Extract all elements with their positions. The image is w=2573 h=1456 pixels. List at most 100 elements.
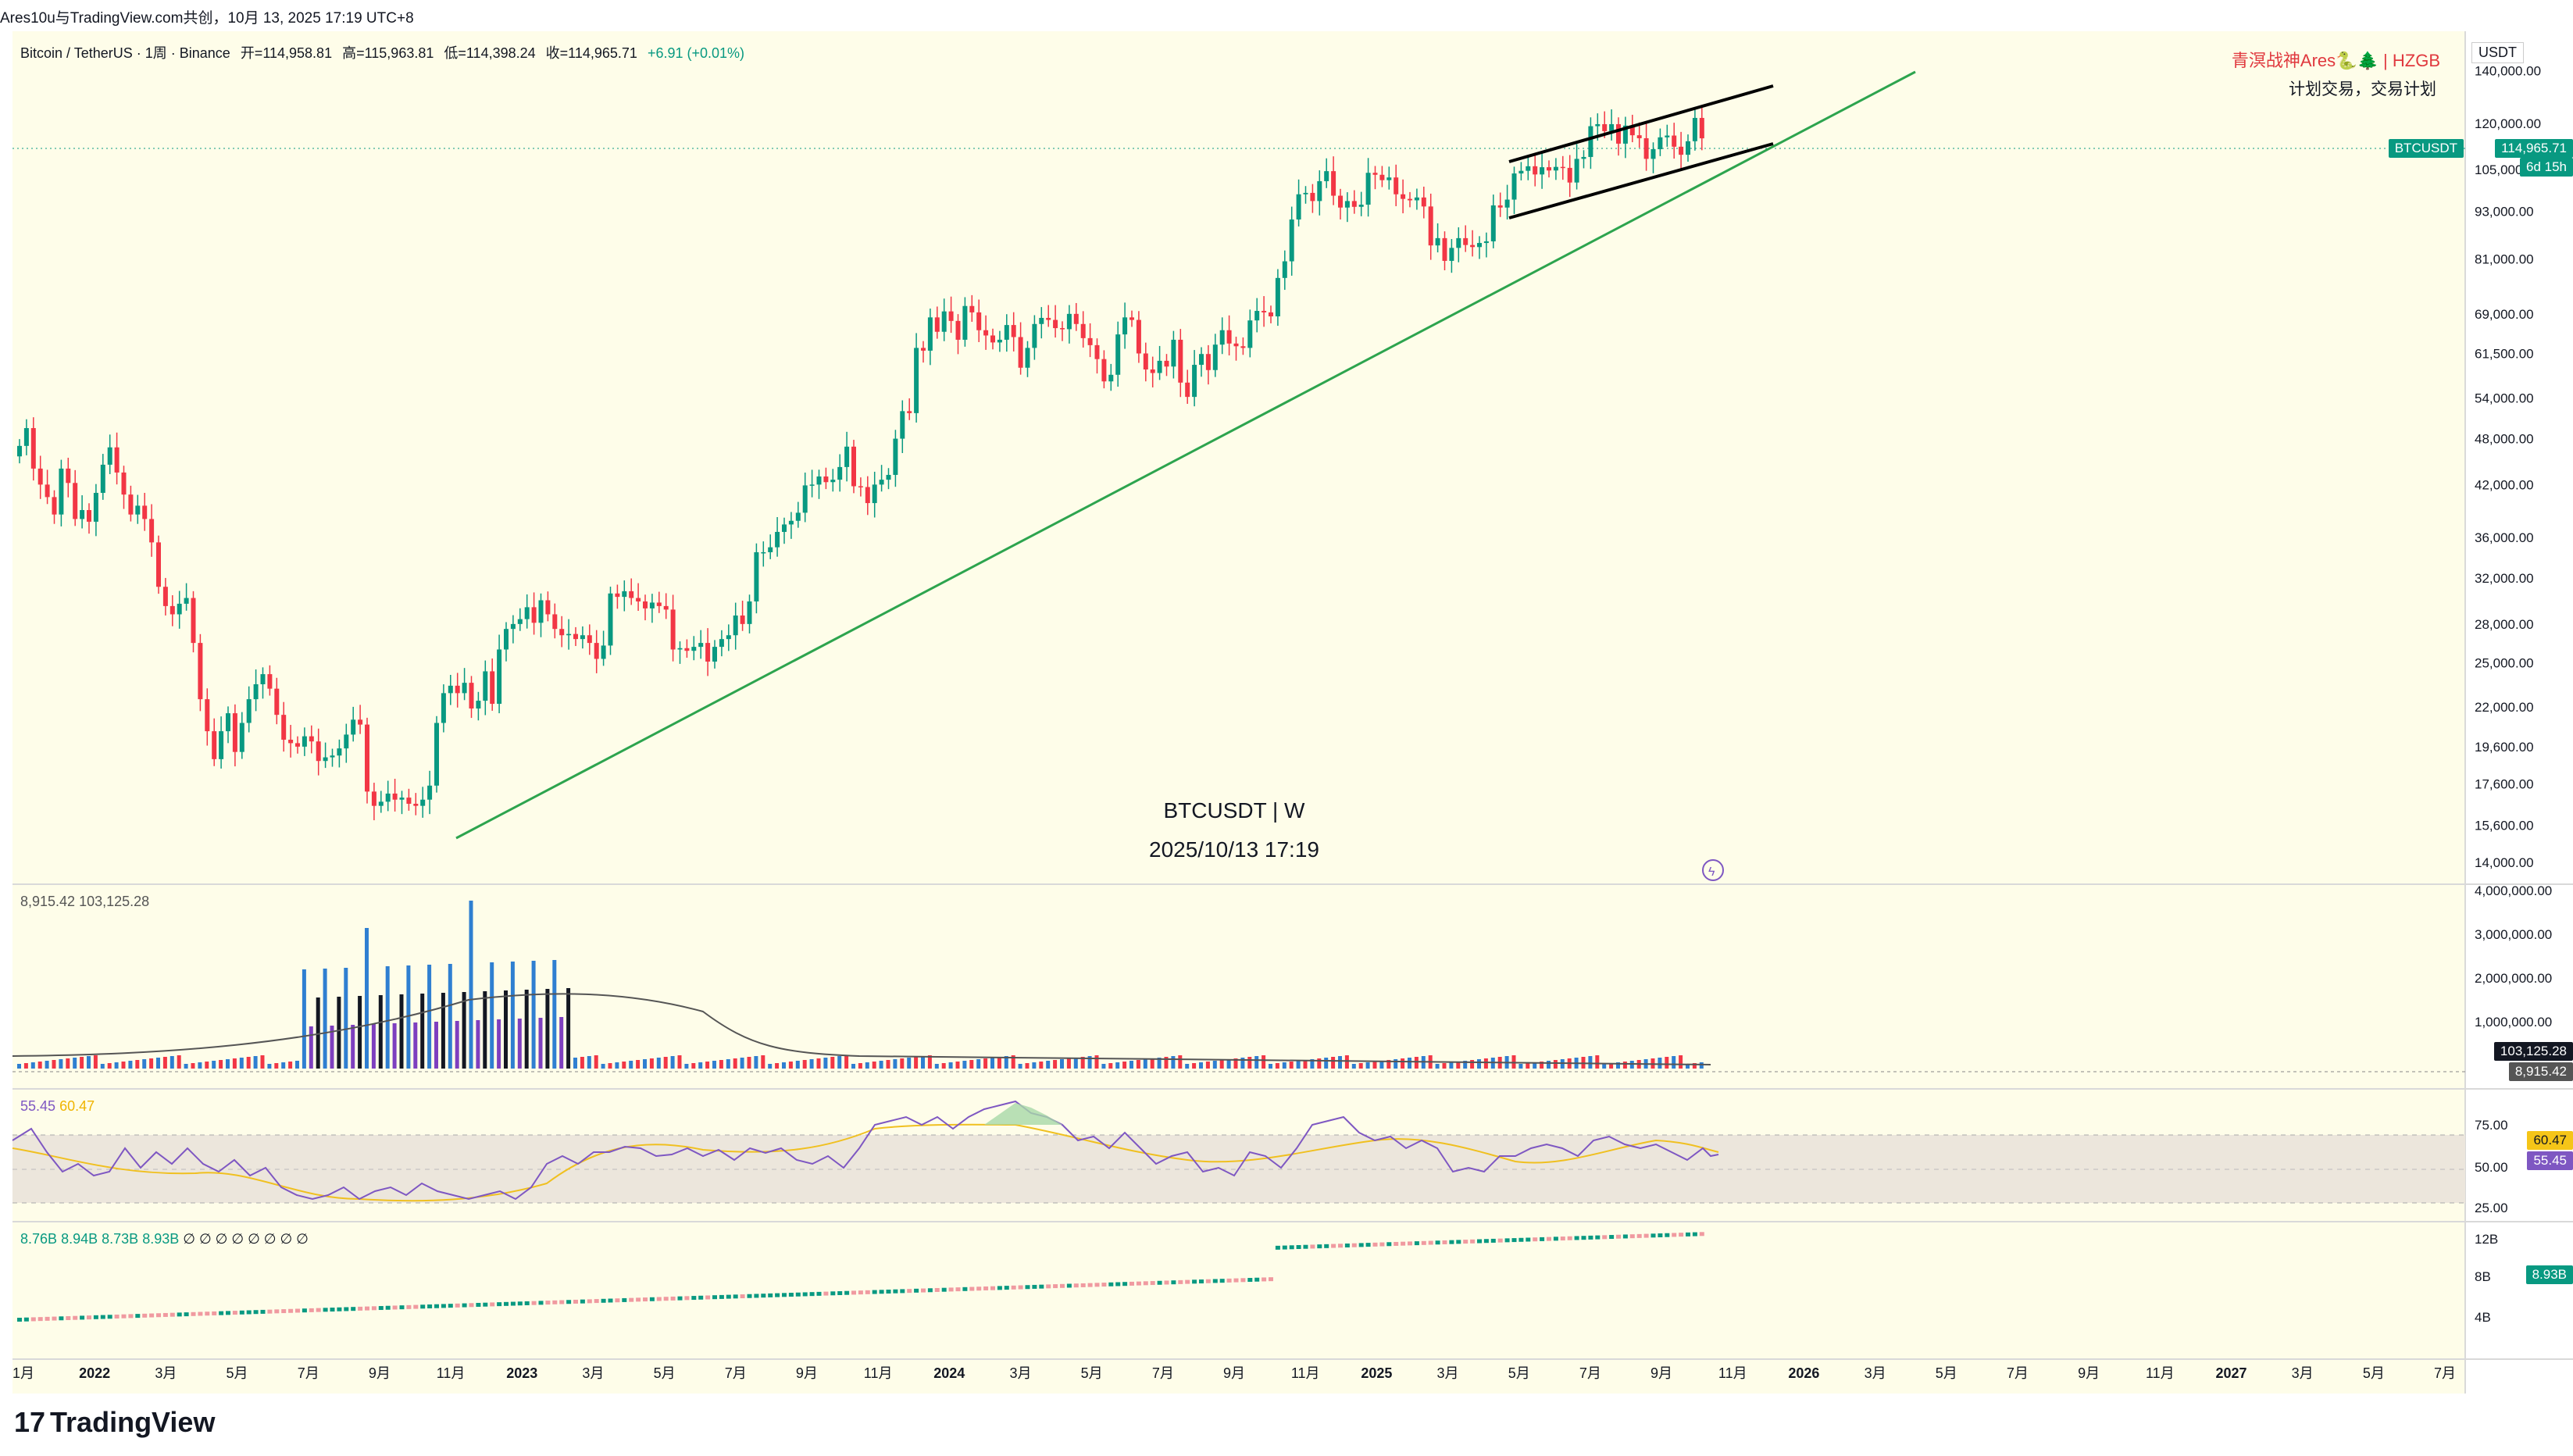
lightning-icon: ϟ — [1708, 865, 1715, 879]
ind3-bar — [1317, 1244, 1322, 1249]
candle-body — [1379, 174, 1385, 180]
candle-body — [1199, 354, 1204, 366]
currency-button[interactable]: USDT — [2471, 42, 2524, 63]
legend-symbol[interactable]: Bitcoin / TetherUS · 1周 · Binance — [20, 45, 230, 61]
candle-body — [128, 494, 134, 515]
candles-group — [17, 107, 1704, 821]
candle-body — [448, 685, 453, 694]
rsi-value: 55.45 — [20, 1098, 56, 1114]
ind3-bar — [1018, 1285, 1023, 1290]
ind3-bar — [1254, 1277, 1260, 1282]
volume-bar — [1171, 1056, 1176, 1069]
ind3-bar — [976, 1286, 982, 1291]
candle-body — [517, 619, 523, 624]
volume-bar — [448, 964, 452, 1069]
candle-body — [1679, 146, 1684, 155]
volume-bar — [1344, 1055, 1349, 1069]
ind3-bar — [1428, 1240, 1433, 1245]
tradingview-logo[interactable]: 17 TradingView — [14, 1406, 215, 1439]
ind3-bar — [531, 1301, 537, 1305]
candle-body — [1595, 123, 1601, 127]
support-trendline[interactable] — [455, 70, 1916, 840]
candle-body — [552, 614, 558, 630]
candle-body — [114, 447, 120, 473]
candle-body — [830, 480, 836, 483]
volume-bar — [698, 1062, 703, 1069]
volume-bar — [23, 1063, 28, 1069]
ind3-bar — [385, 1305, 391, 1310]
price-axis[interactable]: 140,000.00120,000.00105,000.0093,000.008… — [2475, 63, 2552, 1325]
price-tick-label: 93,000.00 — [2475, 204, 2534, 219]
ind3-bar — [1129, 1281, 1134, 1286]
volume-bar — [580, 1057, 584, 1069]
candle-body — [1025, 348, 1030, 368]
candle-body — [768, 547, 773, 552]
candle-body — [684, 648, 690, 651]
candle-body — [309, 736, 314, 742]
volume-bar — [1136, 1060, 1140, 1069]
channel-upper-line[interactable] — [1508, 84, 1774, 163]
center-symbol: BTCUSDT | W — [1163, 798, 1305, 823]
candle-body — [622, 591, 627, 598]
alert-icon[interactable] — [1702, 859, 1724, 881]
volume-bar — [566, 988, 571, 1069]
candle-body — [1504, 199, 1510, 208]
ind3-bar — [309, 1308, 314, 1312]
time-axis[interactable]: 1月 2022 3月 5月 7月 9月 11月 2023 3月 5月 7月 9月 11月 2024 3月 5月… — [12, 1365, 2456, 1381]
volume-bar — [37, 1062, 42, 1069]
ind3-bar — [1679, 1233, 1684, 1237]
rsi-tick-label: 50.00 — [2475, 1160, 2508, 1175]
candle-body — [1490, 205, 1496, 241]
volume-bar — [1435, 1064, 1440, 1069]
volume-bar — [1616, 1062, 1620, 1069]
volume-bar — [1372, 1062, 1377, 1069]
candle-body — [802, 485, 808, 513]
volume-bar — [1226, 1059, 1231, 1069]
ind3-bar — [1658, 1233, 1663, 1238]
volume-bar — [1122, 1062, 1127, 1069]
volume-bar — [983, 1058, 988, 1069]
ind3-bar — [1150, 1281, 1155, 1286]
ind3-bar — [177, 1312, 182, 1317]
time-tick-label: 7月 — [298, 1365, 319, 1381]
ind3-empty: ∅ — [296, 1231, 309, 1247]
volume-bar — [1129, 1061, 1133, 1069]
ind3-bar — [392, 1305, 398, 1310]
candle-body — [184, 598, 189, 604]
candle-body — [59, 468, 64, 515]
candle-body — [545, 600, 551, 615]
volume-bar — [545, 989, 550, 1069]
volume-bar — [934, 1064, 939, 1069]
volume-bar — [1317, 1058, 1322, 1069]
volume-bar — [177, 1055, 181, 1069]
ind3-bar — [608, 1298, 613, 1303]
ind3-bar — [997, 1286, 1002, 1290]
candle-body — [1672, 135, 1677, 147]
candle-body — [427, 785, 433, 800]
candle-body — [782, 524, 787, 532]
candle-body — [1212, 344, 1218, 370]
ind3-bar — [455, 1303, 460, 1308]
candle-body — [851, 446, 856, 487]
ind3-bar — [469, 1303, 474, 1308]
volume-bar — [413, 1022, 418, 1069]
volume-bar — [260, 1055, 265, 1069]
volume-bar — [80, 1057, 84, 1069]
ind3-bar — [921, 1288, 926, 1293]
ind3-bar — [73, 1315, 78, 1320]
snapshot-header: Ares10u与TradingView.com共创，10月 13, 2025 1… — [0, 10, 414, 27]
candle-body — [837, 466, 843, 480]
candle-body — [239, 723, 244, 752]
candle-body — [573, 633, 578, 640]
candle-body — [1344, 201, 1350, 208]
candle-body — [1226, 330, 1232, 344]
channel-lower-line[interactable] — [1508, 142, 1774, 219]
volume-bar — [517, 1019, 522, 1069]
ind3-bar — [1073, 1283, 1079, 1288]
ind3-bar — [1699, 1232, 1704, 1237]
candle-body — [1622, 125, 1628, 144]
indicator3-legend: 8.76B 8.94B 8.73B 8.93B ∅ ∅ ∅ ∅ ∅ ∅ ∅ ∅ — [20, 1231, 309, 1247]
volume-bar — [629, 1061, 633, 1069]
volume-bar — [219, 1060, 223, 1069]
